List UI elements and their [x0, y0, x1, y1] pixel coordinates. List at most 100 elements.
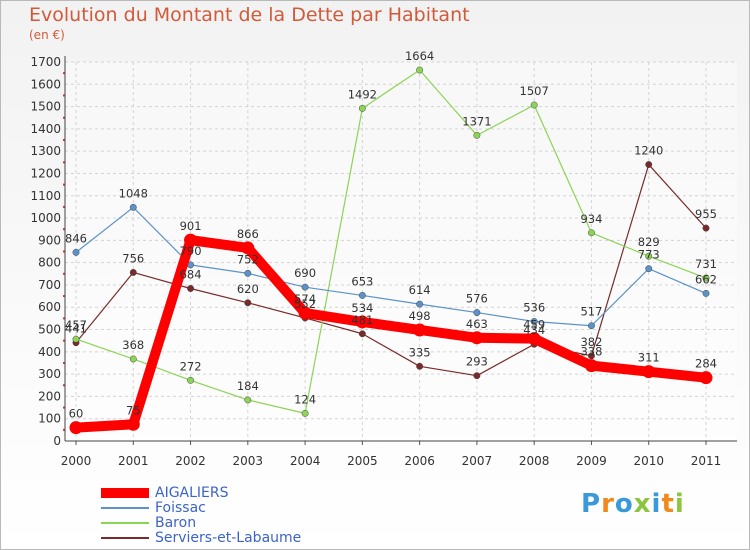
x-tick-label: 2000: [61, 454, 92, 468]
chart-legend: AIGALIERS Foissac Baron Serviers-et-Labaume: [101, 484, 302, 546]
data-point-foissac: [530, 318, 538, 325]
y-minor-tick: [63, 428, 65, 431]
y-minor-tick: [63, 183, 65, 186]
data-label-baron: 1492: [348, 87, 377, 101]
legend-item: Serviers-et-Labaume: [101, 529, 302, 546]
y-minor-tick: [63, 228, 65, 231]
data-label-foissac: 536: [523, 301, 545, 315]
data-label-serviers-et-labaume: 382: [580, 335, 602, 349]
data-label-aigaliers: 75: [126, 403, 141, 417]
y-minor-tick: [63, 161, 65, 164]
data-point-serviers-et-labaume: [129, 269, 137, 276]
legend-label: AIGALIERS: [155, 484, 229, 501]
data-point-baron: [187, 376, 194, 384]
logo-letter: i: [674, 489, 685, 519]
data-point-foissac: [473, 309, 481, 317]
data-point-baron: [244, 396, 252, 404]
data-label-serviers-et-labaume: 335: [409, 345, 431, 359]
data-label-aigaliers: 534: [351, 301, 373, 315]
data-point-foissac: [244, 269, 252, 277]
x-tick-label: 2008: [519, 454, 550, 468]
data-point-baron: [358, 104, 366, 112]
data-point-serviers-et-labaume: [358, 330, 366, 338]
legend-label: Foissac: [155, 499, 206, 516]
data-point-foissac: [129, 203, 137, 211]
data-point-baron: [72, 335, 80, 343]
y-tick-label: 1200: [30, 166, 61, 180]
data-label-baron: 731: [695, 257, 717, 271]
y-tick-label: 1000: [30, 211, 61, 225]
data-label-serviers-et-labaume: 481: [351, 313, 373, 327]
x-tick-label: 2004: [290, 454, 321, 468]
data-point-aigaliers: [642, 365, 656, 379]
y-tick-label: 1100: [30, 189, 61, 203]
legend-label: Baron: [155, 514, 197, 531]
legend-swatch: [101, 487, 149, 498]
legend-swatch: [101, 536, 149, 539]
data-label-foissac: 576: [466, 292, 488, 306]
data-point-aigaliers: [298, 306, 312, 320]
y-tick-label: 900: [38, 233, 61, 247]
data-point-foissac: [588, 322, 595, 330]
x-tick-label: 2010: [633, 454, 664, 468]
legend-label: Serviers-et-Labaume: [155, 529, 302, 546]
y-minor-tick: [63, 72, 65, 75]
data-point-baron: [416, 66, 424, 74]
data-point-serviers-et-labaume: [416, 362, 424, 370]
legend-item: AIGALIERS: [101, 484, 301, 501]
data-label-aigaliers: 498: [409, 309, 431, 323]
logo-letter: x: [633, 489, 652, 519]
proxiti-logo: Proxiti: [581, 489, 685, 519]
data-label-serviers-et-labaume: 434: [523, 323, 545, 337]
data-label-baron: 1371: [462, 114, 491, 128]
data-point-foissac: [702, 289, 710, 297]
y-tick-label: 400: [38, 345, 61, 359]
x-tick-label: 2007: [462, 454, 493, 468]
data-point-aigaliers: [584, 359, 598, 373]
y-tick-label: 0: [53, 434, 61, 448]
data-point-aigaliers: [527, 332, 541, 346]
y-minor-tick: [63, 317, 65, 320]
data-point-foissac: [72, 248, 80, 256]
x-tick-label: 2003: [233, 454, 264, 468]
data-point-serviers-et-labaume: [588, 352, 595, 360]
data-label-foissac: 662: [695, 272, 717, 286]
data-point-serviers-et-labaume: [187, 285, 194, 292]
data-label-baron: 124: [294, 392, 316, 406]
data-label-foissac: 752: [237, 252, 259, 266]
x-tick-label: 2005: [347, 454, 378, 468]
data-label-foissac: 1048: [119, 186, 148, 200]
data-label-aigaliers: 459: [523, 318, 545, 332]
data-label-serviers-et-labaume: 552: [294, 297, 316, 311]
data-point-baron: [530, 101, 538, 109]
data-point-aigaliers: [241, 241, 255, 255]
series-line-aigaliers: [71, 235, 711, 433]
logo-letter: P: [581, 489, 602, 519]
y-minor-tick: [63, 339, 65, 342]
data-label-aigaliers: 311: [638, 351, 660, 365]
y-tick-label: 500: [38, 323, 61, 337]
x-tick-label: 2009: [576, 454, 607, 468]
data-point-serviers-et-labaume: [473, 372, 481, 380]
data-label-baron: 184: [237, 379, 259, 393]
logo-letter: o: [614, 489, 634, 519]
data-point-aigaliers: [470, 331, 484, 345]
data-label-serviers-et-labaume: 1240: [634, 144, 663, 158]
data-label-serviers-et-labaume: 293: [466, 355, 488, 369]
y-tick-label: 1500: [30, 100, 61, 114]
data-label-baron: 272: [180, 359, 202, 373]
data-point-foissac: [301, 283, 309, 291]
data-label-foissac: 790: [180, 244, 202, 258]
data-point-foissac: [645, 265, 653, 273]
data-label-foissac: 653: [351, 274, 373, 288]
legend-swatch: [101, 506, 149, 509]
series-line-baron: [75, 69, 707, 414]
data-point-baron: [645, 252, 653, 260]
y-minor-tick: [63, 361, 65, 364]
data-point-baron: [129, 355, 137, 363]
data-point-aigaliers: [126, 417, 140, 431]
data-label-baron: 368: [122, 338, 144, 352]
x-tick-label: 2006: [404, 454, 435, 468]
logo-letter: r: [601, 489, 615, 519]
